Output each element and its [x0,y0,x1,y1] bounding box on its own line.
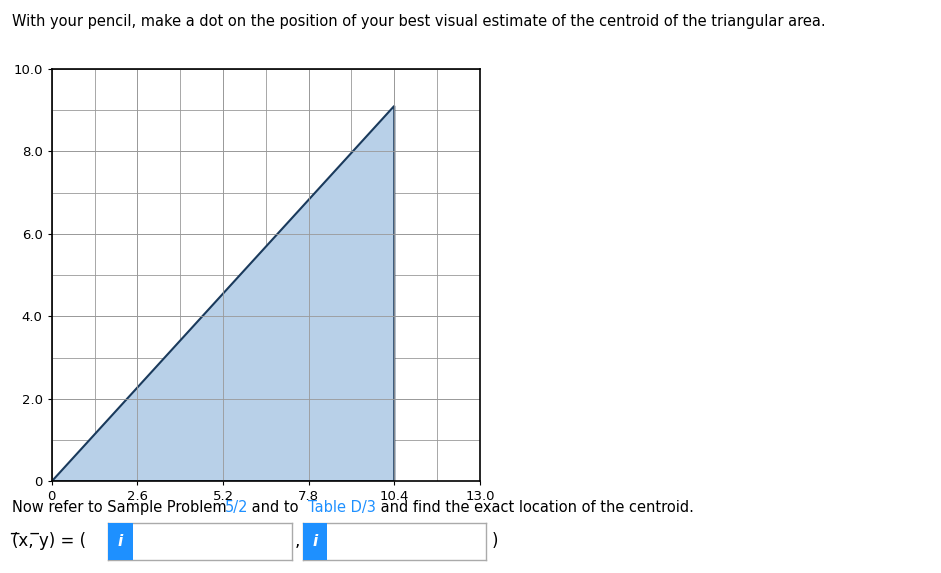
Text: 5/2: 5/2 [225,500,248,515]
Text: With your pencil, make a dot on the position of your best visual estimate of the: With your pencil, make a dot on the posi… [12,14,826,29]
Text: ): ) [491,532,498,551]
Text: and find the exact location of the centroid.: and find the exact location of the centr… [376,500,694,515]
Text: Table D/3: Table D/3 [308,500,375,515]
Text: i: i [312,534,318,550]
Text: i: i [118,534,123,550]
Text: (̅x, ̅y) = (: (̅x, ̅y) = ( [12,532,87,551]
Text: and to: and to [247,500,303,515]
Polygon shape [52,106,394,481]
Text: ,: , [295,532,300,551]
Text: Now refer to Sample Problem: Now refer to Sample Problem [12,500,231,515]
